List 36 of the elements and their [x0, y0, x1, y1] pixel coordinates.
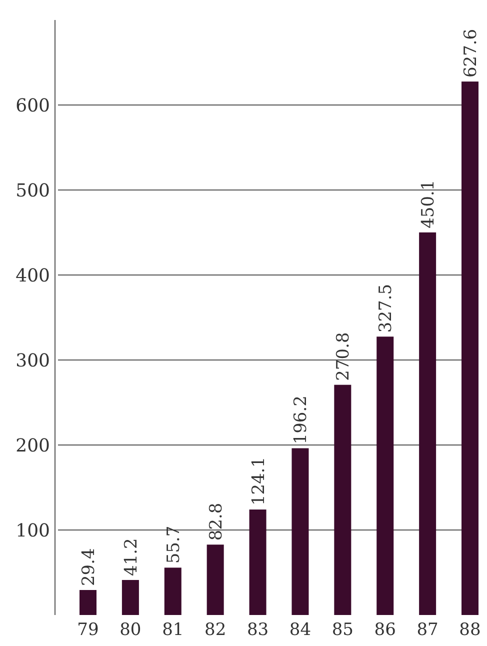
y-tick-label: 300 [16, 350, 50, 372]
bar [249, 510, 266, 615]
bar [164, 568, 182, 615]
data-label: 450.1 [418, 180, 439, 228]
x-tick-label: 85 [332, 620, 354, 640]
bar [292, 448, 309, 615]
bar [80, 590, 96, 615]
x-tick-label: 81 [162, 620, 184, 640]
bar [462, 82, 478, 615]
y-tick-label: 100 [16, 520, 50, 542]
x-tick-label: 82 [204, 620, 226, 640]
y-tick-label: 600 [16, 95, 50, 116]
bar [206, 544, 224, 615]
data-label: 196.2 [291, 396, 312, 444]
data-label: 82.8 [206, 502, 226, 541]
bar [419, 232, 436, 615]
data-label: 55.7 [164, 526, 184, 564]
data-label: 41.2 [121, 538, 142, 576]
x-tick-label: 88 [459, 620, 481, 640]
x-tick-label: 79 [77, 620, 99, 640]
x-tick-label: 80 [120, 620, 142, 640]
x-tick-label: 86 [374, 620, 396, 640]
x-tick-label: 84 [289, 620, 312, 640]
data-label: 29.4 [79, 548, 99, 586]
bar [376, 336, 394, 615]
data-label: 124.1 [248, 456, 269, 506]
bar [122, 580, 139, 615]
y-tick-label: 400 [16, 265, 50, 286]
data-label: 327.5 [376, 284, 396, 333]
x-tick-label: 83 [246, 620, 269, 640]
y-tick-label: 500 [16, 180, 50, 202]
data-label: 627.6 [461, 28, 481, 78]
y-tick-label: 200 [16, 435, 50, 456]
x-tick-label: 87 [416, 620, 438, 640]
data-label: 270.8 [334, 332, 354, 381]
bar [334, 384, 352, 615]
